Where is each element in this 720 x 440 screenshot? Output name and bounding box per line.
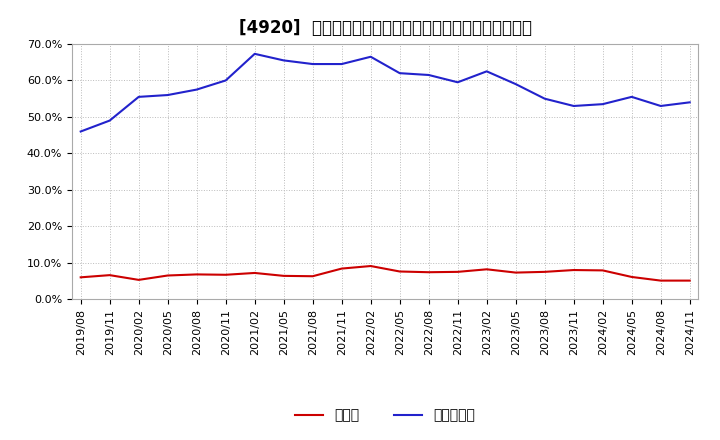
現預金 [135, 277, 143, 282]
有利子負債 [685, 100, 694, 105]
有利子負債 [76, 129, 85, 134]
有利子負債 [105, 118, 114, 123]
現預金 [482, 267, 491, 272]
現預金 [598, 268, 607, 273]
現預金 [395, 269, 404, 274]
現預金 [221, 272, 230, 277]
現預金 [251, 270, 259, 275]
有利子負債 [308, 62, 317, 67]
現預金 [570, 268, 578, 273]
現預金 [163, 273, 172, 278]
有利子負債 [135, 94, 143, 99]
有利子負債 [424, 72, 433, 77]
現預金 [685, 278, 694, 283]
現預金 [366, 264, 375, 269]
現預金 [192, 272, 201, 277]
有利子負債 [395, 70, 404, 76]
有利子負債 [541, 96, 549, 101]
現預金 [511, 270, 520, 275]
現預金 [338, 266, 346, 271]
現預金 [541, 269, 549, 275]
現預金 [657, 278, 665, 283]
現預金 [308, 274, 317, 279]
有利子負債 [338, 62, 346, 67]
Line: 現預金: 現預金 [81, 266, 690, 281]
有利子負債 [192, 87, 201, 92]
有利子負債 [251, 51, 259, 56]
有利子負債 [627, 94, 636, 99]
Legend: 現預金, 有利子負債: 現預金, 有利子負債 [290, 403, 480, 428]
現預金 [279, 273, 288, 279]
有利子負債 [657, 103, 665, 109]
有利子負債 [570, 103, 578, 109]
現預金 [105, 272, 114, 278]
Line: 有利子負債: 有利子負債 [81, 54, 690, 132]
有利子負債 [454, 80, 462, 85]
有利子負債 [279, 58, 288, 63]
有利子負債 [366, 54, 375, 59]
有利子負債 [598, 102, 607, 107]
有利子負債 [482, 69, 491, 74]
有利子負債 [163, 92, 172, 98]
Title: [4920]  現預金、有利子負債の総資産に対する比率の推移: [4920] 現預金、有利子負債の総資産に対する比率の推移 [239, 19, 531, 37]
有利子負債 [221, 78, 230, 83]
現預金 [454, 269, 462, 275]
有利子負債 [511, 81, 520, 87]
現預金 [627, 274, 636, 279]
現預金 [76, 275, 85, 280]
現預金 [424, 270, 433, 275]
